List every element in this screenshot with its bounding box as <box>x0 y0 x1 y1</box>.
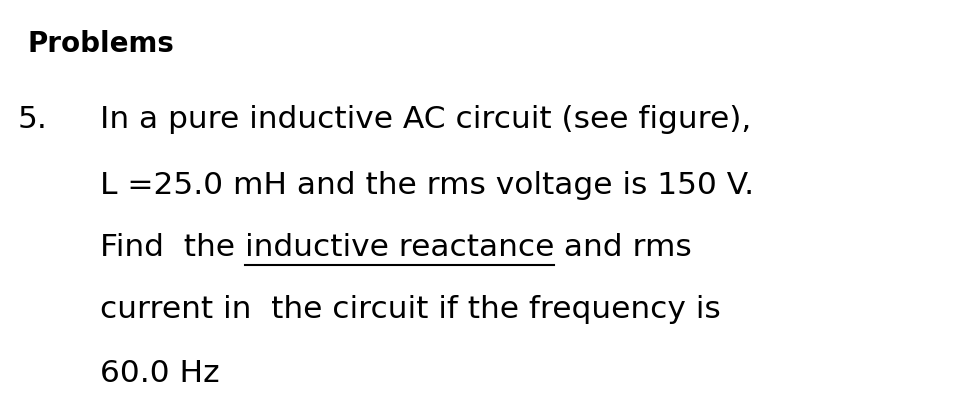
Text: Problems: Problems <box>28 30 175 58</box>
Text: L =25.0 mH and the rms voltage is 150 V.: L =25.0 mH and the rms voltage is 150 V. <box>100 171 754 199</box>
Text: 5.: 5. <box>18 105 48 135</box>
Text: 60.0 Hz: 60.0 Hz <box>100 359 220 387</box>
Text: current in  the circuit if the frequency is: current in the circuit if the frequency … <box>100 295 721 325</box>
Text: and rms: and rms <box>555 233 692 263</box>
Text: inductive reactance: inductive reactance <box>245 233 555 263</box>
Text: In a pure inductive AC circuit (see figure),: In a pure inductive AC circuit (see figu… <box>100 105 751 135</box>
Text: Find  the: Find the <box>100 233 245 263</box>
